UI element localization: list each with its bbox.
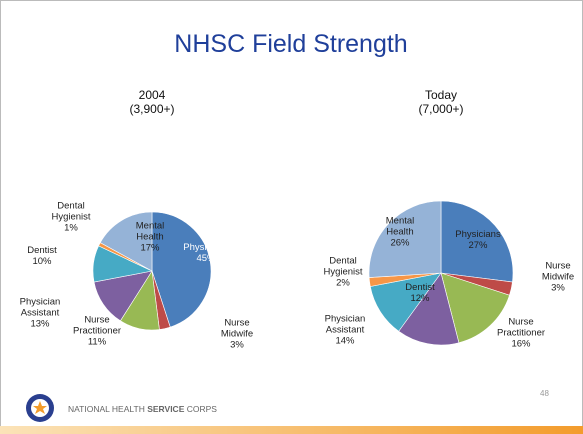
slice-value: 45%: [196, 253, 216, 264]
pie-slice: [151, 211, 212, 328]
slice-category: Physicians: [455, 229, 501, 240]
slice-category: Physicians: [183, 242, 229, 253]
slice-category: Nurse Midwife: [541, 260, 575, 283]
pie-title: 2004: [138, 88, 166, 102]
pie-subtitle: (3,900+): [129, 102, 175, 116]
page-number: 48: [540, 389, 549, 398]
slice-category: Nurse Practitioner: [496, 316, 546, 339]
slice-value: 1%: [64, 222, 78, 234]
slice-category: Mental Health: [135, 220, 165, 243]
slice-label: Mental Health 17%: [136, 221, 165, 254]
footer-bar: [0, 426, 583, 434]
slice-value: 10%: [32, 256, 52, 267]
slice-value: 13%: [30, 318, 50, 330]
footer-org-part: NATIONAL HEALTH: [68, 404, 147, 414]
slice-value: 16%: [511, 338, 531, 350]
slice-label: Physician Assistant 14%: [325, 314, 366, 347]
slice-category: Physician Assistant: [324, 313, 366, 336]
slice-label: Physicians 27%: [455, 229, 500, 251]
slice-label: Dentist 12%: [405, 282, 435, 304]
pie-title: Today: [424, 88, 458, 102]
slice-label: Dental Hygienist 2%: [323, 256, 362, 289]
slide-title: NHSC Field Strength: [174, 30, 407, 58]
slice-value: 14%: [335, 335, 355, 347]
slice-value: 17%: [140, 242, 160, 254]
slice-label: Dental Hygienist 1%: [51, 201, 90, 234]
footer-org: NATIONAL HEALTH SERVICE CORPS: [68, 404, 217, 414]
slice-value: 3%: [551, 282, 565, 294]
slice-label: Nurse Midwife 3%: [542, 261, 574, 294]
slice-value: 2%: [336, 277, 350, 289]
slice-label: Nurse Practitioner 16%: [497, 317, 545, 350]
slice-category: Nurse Midwife: [220, 317, 254, 340]
slice-value: 3%: [230, 339, 244, 351]
pie-slice: [440, 200, 514, 283]
slice-category: Dentist: [27, 245, 57, 256]
slice-category: Nurse Practitioner: [72, 314, 122, 337]
pie-slice: [368, 200, 442, 278]
footer-org-part: SERVICE: [147, 404, 184, 414]
pie-slice: [99, 211, 153, 272]
slice-value: 27%: [468, 240, 488, 251]
slice-value: 11%: [87, 336, 107, 348]
slice-label: Physician Assistant 13%: [20, 297, 61, 330]
slice-value: 12%: [410, 293, 430, 304]
slice-category: Mental Health: [385, 215, 415, 238]
pie-slice: [398, 272, 460, 346]
slice-category: Dentist: [405, 282, 435, 293]
slice-label: Dentist 10%: [27, 245, 57, 267]
pie-subtitle: (7,000+): [418, 102, 464, 116]
slice-label: Mental Health 26%: [386, 216, 415, 249]
slice-category: Dental Hygienist: [323, 255, 363, 278]
pie-slice: [440, 272, 510, 344]
slice-label: Nurse Practitioner 11%: [73, 315, 121, 348]
slice-category: Dental Hygienist: [51, 200, 91, 223]
footer-org-part: CORPS: [184, 404, 217, 414]
slice-label: Nurse Midwife 3%: [221, 318, 253, 351]
slice-label: Physicians 45%: [183, 242, 228, 264]
logo-star: [33, 401, 47, 414]
slice-value: 26%: [390, 237, 410, 249]
slice-category: Physician Assistant: [19, 296, 61, 319]
